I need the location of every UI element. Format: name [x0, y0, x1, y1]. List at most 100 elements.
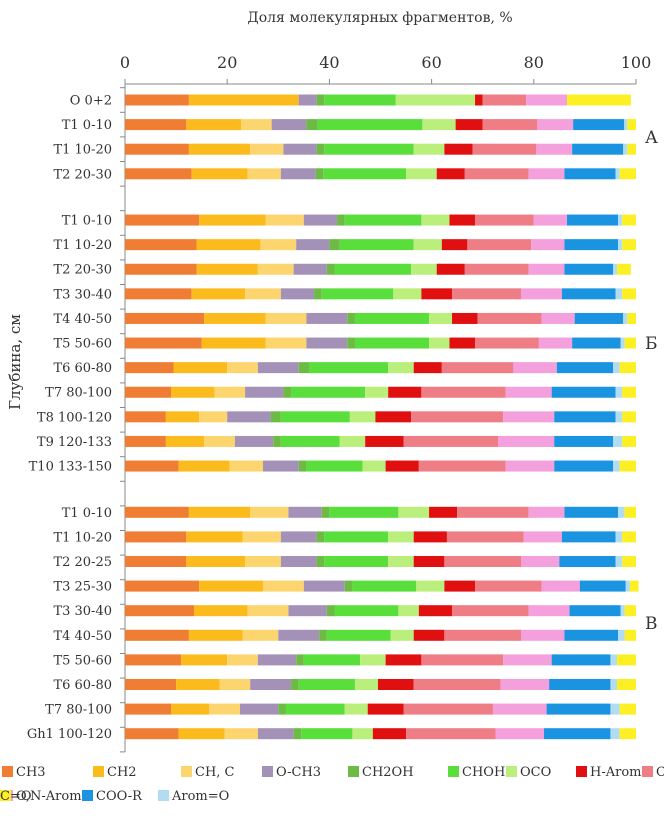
bar-segment-choh	[324, 143, 414, 155]
bar-segment-arom-o	[613, 460, 620, 472]
bar-segment-coo-r	[567, 214, 619, 226]
bar-segment-coo-r	[554, 411, 616, 423]
bar-segment-ch3	[125, 654, 182, 666]
bar-segment-oco	[421, 214, 450, 226]
bar-segment-arom-o	[618, 239, 623, 251]
bar-segment-ch-c	[265, 214, 304, 226]
bar-segment-o-n-arom	[521, 629, 565, 641]
bar-segment-ch3	[125, 168, 192, 180]
bar-segment-o-n-arom	[505, 386, 552, 398]
bar-segment-choh	[280, 435, 340, 447]
bar-segment-h-arom	[452, 312, 478, 324]
bar-segment-c-arom	[467, 239, 532, 251]
bar-segment-c-arom	[464, 263, 529, 275]
bar-segment-ch3	[125, 312, 205, 324]
bar-segment-ch2oh	[270, 411, 281, 423]
bar-segment-choh	[339, 239, 414, 251]
bar-segment-oco	[388, 555, 414, 567]
bar-segment-c-arom	[444, 629, 522, 641]
bar-segment-ch2oh	[293, 728, 302, 740]
bar-segment-o-ch3	[257, 654, 297, 666]
bar-segment-ch2	[176, 678, 220, 690]
bar-segment-c-arom	[418, 460, 506, 472]
bar-segment-ch3	[125, 288, 192, 300]
bar-segment-choh	[323, 168, 407, 180]
bar-segment-ch3	[125, 337, 202, 349]
bar-segment-ch-c	[219, 678, 251, 690]
bar-segment-ch2oh	[316, 555, 325, 567]
bar-segment-coo-r	[573, 119, 625, 131]
bar-segment-ch-c	[257, 263, 294, 275]
bar-segment-ch2oh	[291, 678, 299, 690]
bar-segment-h-arom	[436, 263, 465, 275]
legend-swatch	[181, 766, 192, 777]
bar-segment-o-ch3	[280, 288, 315, 300]
category-label: T7 80-100	[45, 703, 112, 718]
bar-segment-o-ch3	[250, 678, 292, 690]
bar-segment-o-n-arom	[495, 728, 545, 740]
category-label: T3 30-40	[53, 287, 112, 302]
bar-segment-ch2oh	[296, 654, 304, 666]
bar-segment-choh	[326, 629, 391, 641]
bar-segment-o-n-arom	[536, 143, 573, 155]
bar-segment-o-n-arom	[528, 605, 570, 617]
bar-segment-c-o	[619, 728, 636, 740]
category-label: T1 10-20	[53, 143, 112, 158]
bar-segment-oco	[390, 629, 414, 641]
bar-segment-choh	[354, 337, 430, 349]
bar-segment-o-ch3	[280, 531, 317, 543]
bar-segment-o-ch3	[303, 580, 345, 592]
bar-segment-arom-o	[613, 435, 623, 447]
bar-segment-ch2	[181, 654, 228, 666]
bar-segment-ch2oh	[314, 288, 322, 300]
bar-segment-arom-o	[615, 555, 623, 567]
bar-segment-c-o	[627, 312, 636, 324]
bar-segment-ch-c	[199, 411, 228, 423]
bar-segment-c-o	[622, 239, 636, 251]
bar-segment-c-arom	[406, 728, 496, 740]
bar-segment-o-n-arom	[528, 168, 565, 180]
bar-segment-o-ch3	[306, 337, 348, 349]
bar-segment-c-arom	[452, 605, 529, 617]
bar-segment-ch2	[188, 506, 251, 518]
bar-segment-oco	[388, 362, 414, 374]
bar-segment-arom-o	[615, 386, 623, 398]
bar-segment-ch-c	[224, 728, 258, 740]
legend-label: CHOH	[462, 765, 505, 780]
bar-segment-choh	[344, 214, 422, 226]
bar-segment-choh	[308, 362, 389, 374]
bar-segment-c-o	[622, 288, 636, 300]
bar-segment-ch2	[191, 288, 246, 300]
bar-segment-o-ch3	[303, 214, 338, 226]
bar-segment-c-o	[624, 506, 636, 518]
bar-segment-choh	[324, 94, 396, 106]
bar-segment-coo-r	[561, 531, 616, 543]
bar-segment-ch2	[173, 362, 228, 374]
category-label: T5 50-60	[53, 653, 112, 668]
category-label: T5 50-60	[53, 337, 112, 352]
bar-segment-ch-c	[247, 605, 289, 617]
bar-segment-choh	[303, 654, 361, 666]
bar-segment-o-n-arom	[503, 411, 555, 423]
bar-segment-o-n-arom	[533, 214, 568, 226]
bar-segment-ch2	[186, 531, 243, 543]
bar-segment-oco	[422, 119, 456, 131]
bar-segment-choh	[285, 703, 345, 715]
bar-segment-o-ch3	[288, 506, 322, 518]
bar-segment-o-n-arom	[537, 119, 574, 131]
bar-segment-ch3	[125, 143, 189, 155]
bar-segment-o-n-arom	[541, 312, 575, 324]
bar-segment-ch-c	[250, 143, 284, 155]
bar-segment-ch2oh	[273, 435, 281, 447]
legend-swatch	[642, 766, 653, 777]
bar-segment-coo-r	[551, 654, 611, 666]
bar-segment-c-arom	[444, 555, 522, 567]
bar-segment-ch-c	[242, 629, 279, 641]
bar-segment-coo-r	[546, 703, 611, 715]
bar-segment-arom-o	[620, 605, 625, 617]
bar-segment-oco	[393, 288, 422, 300]
bar-segment-ch2	[188, 143, 251, 155]
bar-segment-h-arom	[375, 411, 412, 423]
bar-segment-o-n-arom	[526, 94, 568, 106]
bar-segment-oco	[398, 506, 430, 518]
